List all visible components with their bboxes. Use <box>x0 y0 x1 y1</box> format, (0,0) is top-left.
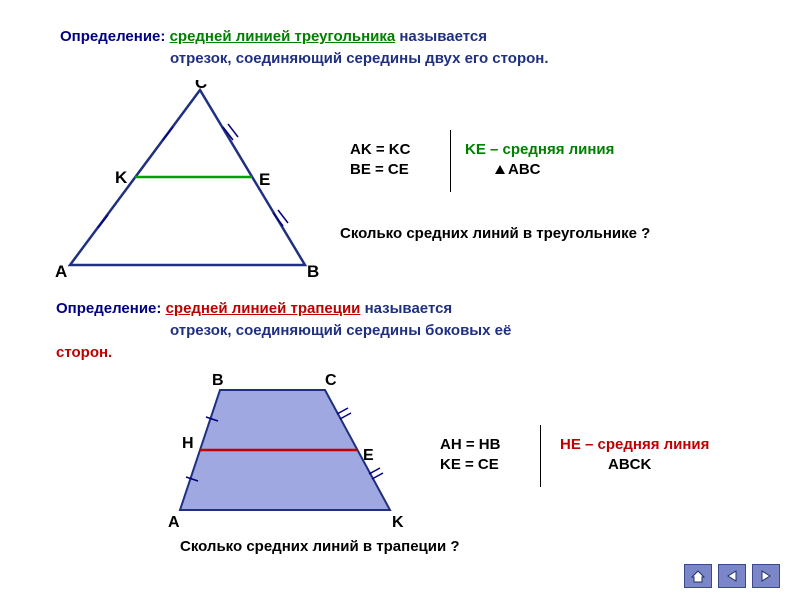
definition-trapezoid: Определение: средней линией трапеции наз… <box>56 300 760 317</box>
ke-abc: ABC <box>508 161 541 178</box>
triangle-figure: A B C K E <box>55 80 330 285</box>
divider-1 <box>450 130 451 192</box>
svg-text:A: A <box>55 262 67 281</box>
eq-ah-hb: AH = HB <box>440 435 500 455</box>
arrow-right-icon <box>759 569 773 583</box>
question-triangle: Сколько средних линий в треугольнике ? <box>340 225 650 242</box>
svg-text:H: H <box>182 435 194 452</box>
def-tail-2: называется <box>365 300 453 317</box>
ke-text: KE – средняя линия <box>465 140 614 160</box>
trapezoid-figure: A B C K H E <box>160 370 420 535</box>
svg-text:K: K <box>115 168 128 187</box>
svg-text:B: B <box>212 372 224 389</box>
divider-2 <box>540 425 541 487</box>
svg-text:E: E <box>363 447 374 464</box>
nav-home-button[interactable] <box>684 564 712 588</box>
def-term-2: средней линией трапеции <box>166 300 361 317</box>
svg-text:K: K <box>392 514 404 531</box>
eq-ak-kc: AK = KC <box>350 140 410 160</box>
def-line2-2: отрезок, соединяющий середины боковых её <box>170 322 511 339</box>
nav-next-button[interactable] <box>752 564 780 588</box>
svg-text:C: C <box>195 80 207 92</box>
def-tail-1: называется <box>399 28 487 45</box>
nav-prev-button[interactable] <box>718 564 746 588</box>
nav-buttons <box>684 564 780 588</box>
equalities-1: AK = KC BE = CE <box>350 140 410 179</box>
def-line2-1: отрезок, соединяющий середины двух его с… <box>170 50 549 67</box>
svg-text:B: B <box>307 262 319 281</box>
definition-triangle: Определение: средней линией треугольника… <box>60 28 760 45</box>
def-prefix-2: Определение: <box>56 300 161 317</box>
def-term-1: средней линией треугольника <box>170 28 396 45</box>
equalities-2: AH = HB KE = CE <box>440 435 500 474</box>
def-prefix-1: Определение: <box>60 28 165 45</box>
question-trapezoid: Сколько средних линий в трапеции ? <box>180 538 460 555</box>
svg-text:A: A <box>168 514 180 531</box>
triangle-icon <box>495 165 505 174</box>
eq-be-ce: BE = CE <box>350 160 410 180</box>
ke-midline-statement: KE – средняя линия ABC <box>465 140 614 179</box>
he-text: HE – средняя линия <box>560 435 709 455</box>
home-icon <box>690 569 706 583</box>
arrow-left-icon <box>725 569 739 583</box>
eq-ke-ce: KE = CE <box>440 455 500 475</box>
svg-text:C: C <box>325 372 337 389</box>
he-abck: ABCK <box>560 455 709 475</box>
def-line3-2: сторон. <box>56 344 112 361</box>
svg-text:E: E <box>259 170 270 189</box>
he-midline-statement: HE – средняя линия ABCK <box>560 435 709 474</box>
